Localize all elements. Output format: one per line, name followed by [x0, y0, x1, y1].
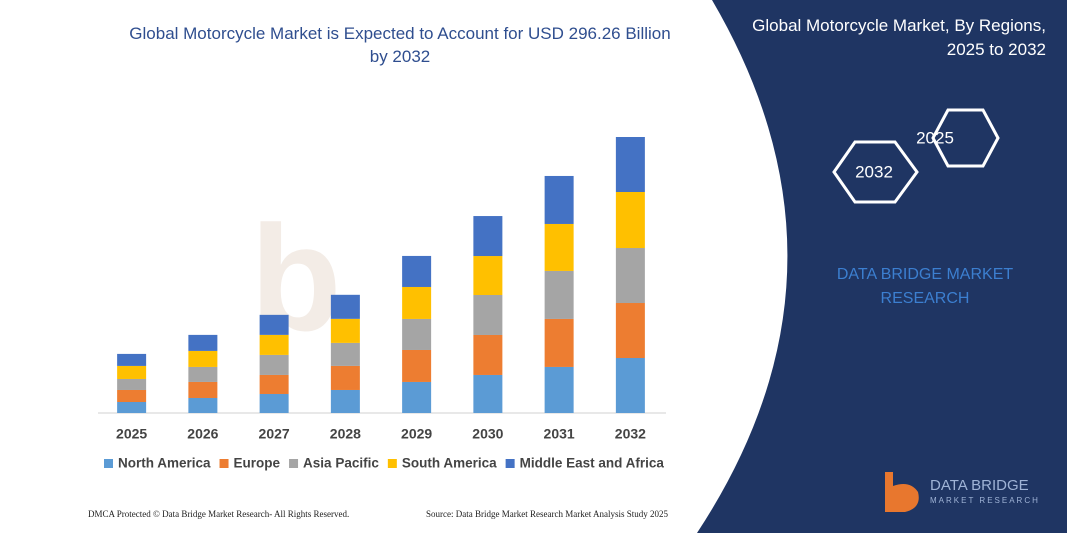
side-panel [697, 0, 1067, 533]
bar-segment [473, 216, 503, 257]
legend-swatch [387, 459, 397, 468]
bar-segment [188, 397, 218, 413]
x-tick-label: 2031 [544, 426, 575, 442]
hexagon [832, 140, 919, 204]
bar-segment [544, 318, 574, 367]
hexagon [931, 108, 1000, 168]
bar-segment [188, 366, 218, 382]
bar-segment [402, 349, 432, 382]
legend-label: Middle East and Africa [520, 456, 665, 471]
bar-segment [259, 374, 289, 394]
legend-label: North America [118, 456, 211, 471]
bar-segment [117, 378, 147, 390]
bar-segment [117, 389, 147, 403]
x-tick-label: 2032 [615, 426, 646, 442]
bar-segment [402, 286, 432, 319]
bar-segment [402, 318, 432, 350]
bar-segment [615, 191, 645, 249]
logo-name: DATA BRIDGE [930, 477, 1029, 494]
legend-swatch [219, 459, 229, 468]
chart-title: Global Motorcycle Market is Expected to … [129, 24, 671, 66]
bar-segment [473, 294, 503, 335]
x-tick-label: 2027 [259, 426, 290, 442]
x-tick-label: 2026 [187, 426, 218, 442]
bar-segment [259, 334, 289, 355]
logo-sub: MARKET RESEARCH [930, 496, 1040, 505]
bar-segment [330, 294, 360, 319]
panel-title: Global Motorcycle Market, By Regions, 20… [752, 16, 1046, 59]
bar-segment [473, 374, 503, 413]
bar-segment [188, 350, 218, 367]
logo-icon [885, 472, 919, 512]
bar-segment [402, 381, 432, 413]
legend-label: Asia Pacific [303, 456, 379, 471]
bar-segment [615, 303, 645, 359]
x-tick-label: 2030 [472, 426, 503, 442]
bar-segment [615, 358, 645, 413]
bar-segment [330, 389, 360, 413]
bar-segment [259, 314, 289, 335]
legend-swatch [104, 459, 113, 468]
bar-segment [330, 342, 360, 366]
footer-right: Source: Data Bridge Market Research Mark… [426, 509, 668, 519]
bar-segment [473, 256, 503, 295]
bar-segment [330, 365, 360, 390]
bar-segment [117, 402, 147, 413]
bar-segment [473, 334, 503, 375]
brand: DATA BRIDGE MARKET RESEARCH [836, 266, 1014, 307]
x-tick-label: 2025 [116, 426, 147, 442]
bar-segment [544, 223, 574, 271]
bar-segment [615, 248, 645, 304]
bar-segment [615, 137, 645, 192]
legend-label: South America [402, 456, 497, 471]
bar-segment [544, 366, 574, 413]
bar-segment [544, 270, 574, 319]
legend-swatch [289, 459, 299, 468]
legend-swatch [505, 459, 515, 468]
bar-segment [188, 381, 218, 398]
x-tick-label: 2028 [330, 426, 361, 442]
bar-segment [188, 334, 218, 351]
bar-segment [544, 175, 574, 224]
footer-left: DMCA Protected © Data Bridge Market Rese… [88, 509, 349, 519]
x-tick-label: 2029 [401, 426, 432, 442]
bar-segment [402, 255, 432, 287]
hex-label: 2025 [916, 128, 954, 147]
bar-segment [117, 353, 147, 366]
legend-label: Europe [234, 456, 281, 471]
bar-segment [117, 365, 147, 379]
bar-segment [330, 318, 360, 343]
bar-segment [259, 354, 289, 375]
bar-segment [259, 393, 289, 413]
hex-label: 2032 [855, 162, 893, 181]
